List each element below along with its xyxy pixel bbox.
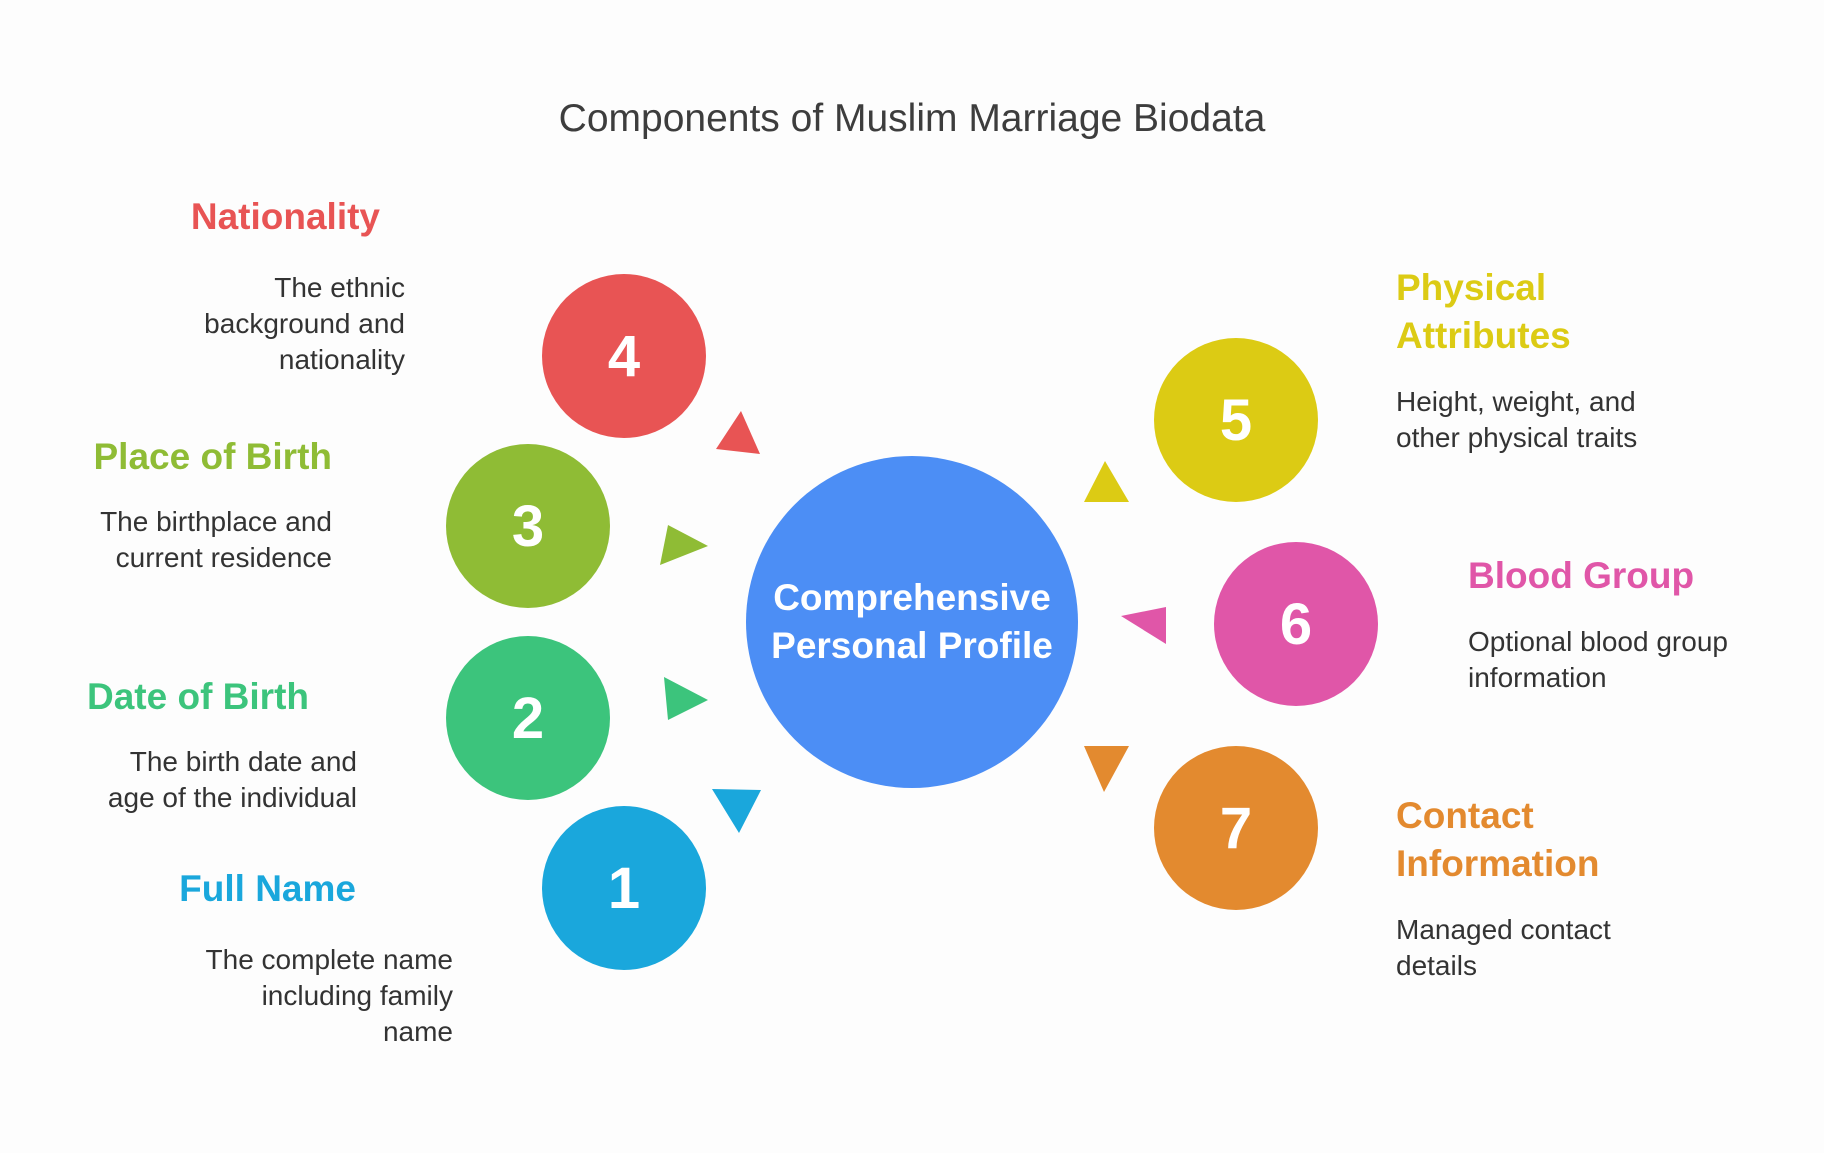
arrow-2-icon: [664, 677, 708, 720]
center-circle: Comprehensive Personal Profile: [746, 456, 1078, 788]
heading-line: Nationality: [190, 196, 380, 237]
heading-blood-group: Blood Group: [1468, 552, 1808, 600]
circle-number: 2: [511, 685, 545, 751]
description-line: The birthplace and: [100, 506, 332, 537]
heading-physical-attributes: Physical Attributes: [1396, 264, 1776, 360]
description-blood-group: Optional blood group information: [1468, 624, 1818, 696]
circle-7: 7: [1154, 746, 1318, 910]
description-contact-information: Managed contact details: [1396, 912, 1796, 984]
description-line: Height, weight, and: [1396, 386, 1636, 417]
circle-5: 5: [1154, 338, 1318, 502]
description-line: other physical traits: [1396, 422, 1638, 453]
circle-number: 6: [1279, 591, 1313, 657]
description-physical-attributes: Height, weight, and other physical trait…: [1396, 384, 1796, 456]
description-nationality: The ethnic background and nationality: [85, 270, 405, 378]
description-line: nationality: [278, 344, 405, 375]
description-line: The ethnic: [274, 272, 405, 303]
arrow-6-icon: [1121, 607, 1166, 644]
description-line: Managed contact: [1396, 914, 1611, 945]
heading-place-of-birth: Place of Birth: [12, 433, 333, 481]
circle-number: 5: [1219, 387, 1253, 453]
description-line: current residence: [115, 542, 332, 573]
heading-line: Date of Birth: [87, 676, 309, 717]
description-place-of-birth: The birthplace and current residence: [12, 504, 332, 576]
diagram-title: Components of Muslim Marriage Biodata: [558, 97, 1266, 140]
center-label-line: Personal Profile: [771, 625, 1053, 666]
center-label-line: Comprehensive: [773, 577, 1051, 618]
description-line: Optional blood group: [1468, 626, 1728, 657]
circle-4: 4: [542, 274, 706, 438]
arrow-1-icon: [712, 789, 761, 833]
heading-line: Contact: [1396, 795, 1534, 836]
description-date-of-birth: The birth date and age of the individual: [17, 744, 357, 816]
circle-number: 3: [511, 493, 545, 559]
circle-3: 3: [446, 444, 610, 608]
circle-2: 2: [446, 636, 610, 800]
circle-number: 1: [607, 855, 641, 921]
heading-line: Attributes: [1396, 315, 1571, 356]
arrow-7-icon: [1084, 746, 1129, 792]
description-line: including family: [261, 980, 453, 1011]
heading-contact-information: Contact Information: [1396, 792, 1776, 888]
heading-line: Blood Group: [1468, 555, 1695, 596]
circle-number: 4: [607, 323, 641, 389]
description-line: name: [382, 1016, 453, 1047]
description-line: information: [1468, 662, 1607, 693]
arrow-4-icon: [716, 411, 760, 454]
heading-line: Information: [1396, 843, 1600, 884]
description-line: background and: [204, 308, 405, 339]
heading-line: Full Name: [179, 868, 356, 909]
description-line: The complete name: [205, 944, 453, 975]
heading-line: Place of Birth: [93, 436, 333, 477]
description-line: details: [1396, 950, 1477, 981]
description-line: The birth date and: [129, 746, 357, 777]
heading-line: Physical: [1396, 267, 1547, 308]
circle-1: 1: [542, 806, 706, 970]
circle-number: 7: [1219, 795, 1253, 861]
description-line: age of the individual: [107, 782, 357, 813]
heading-nationality: Nationality: [80, 193, 380, 241]
arrow-3-icon: [660, 525, 708, 565]
arrow-5-icon: [1084, 461, 1129, 502]
description-full-name: The complete name including family name: [133, 942, 453, 1050]
heading-date-of-birth: Date of Birth: [0, 673, 309, 721]
heading-full-name: Full Name: [56, 865, 356, 913]
circle-6: 6: [1214, 542, 1378, 706]
